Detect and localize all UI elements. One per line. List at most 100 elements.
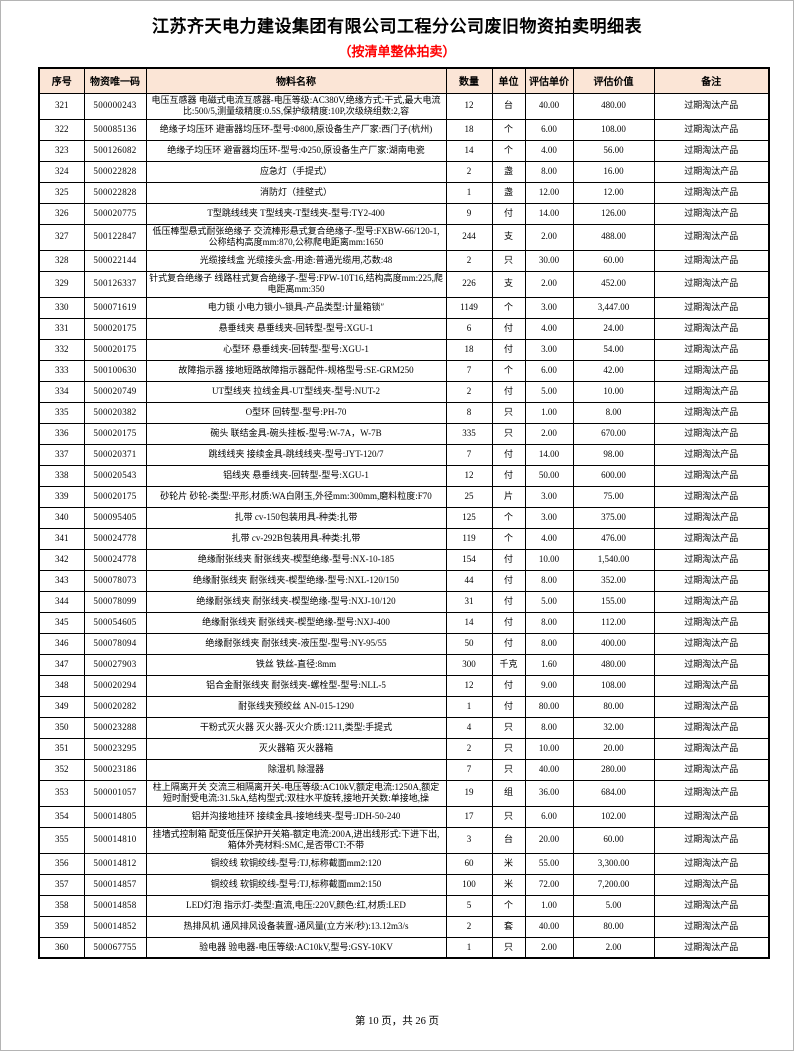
column-header-seq: 序号 <box>38 67 85 94</box>
column-header-unit-price: 评估单价 <box>524 67 574 94</box>
cell-unit-price: 8.00 <box>524 611 574 634</box>
cell-material-code: 500023186 <box>83 758 147 781</box>
cell-appraised-value: 476.00 <box>572 527 655 550</box>
cell-appraised-value: 98.00 <box>572 443 655 466</box>
cell-remark: 过期淘汰产品 <box>653 915 770 938</box>
cell-seq: 354 <box>38 805 85 828</box>
table-row: 334 500020749 UT型线夹 拉线金具-UT型线夹-型号:NUT-2 … <box>38 380 770 403</box>
cell-remark: 过期淘汰产品 <box>653 443 770 466</box>
cell-material-name: 故障指示器 接地短路故障指示器配件-规格型号:SE-GRM250 <box>145 359 447 382</box>
cell-seq: 341 <box>38 527 85 550</box>
cell-unit-price: 20.00 <box>524 826 574 854</box>
cell-material-code: 500020371 <box>83 443 147 466</box>
cell-material-code: 500078073 <box>83 569 147 592</box>
column-header-appraised-value: 评估价值 <box>572 67 655 94</box>
cell-material-code: 500022828 <box>83 181 147 204</box>
cell-appraised-value: 5.00 <box>572 894 655 917</box>
cell-quantity: 60 <box>445 852 493 875</box>
cell-seq: 323 <box>38 139 85 162</box>
cell-remark: 过期淘汰产品 <box>653 181 770 204</box>
cell-material-code: 500014810 <box>83 826 147 854</box>
cell-unit: 只 <box>491 737 526 760</box>
cell-appraised-value: 488.00 <box>572 223 655 251</box>
cell-appraised-value: 80.00 <box>572 695 655 718</box>
cell-unit: 支 <box>491 270 526 298</box>
table-row: 355 500014810 挂墙式控制箱 配变低压保护开关箱-额定电流:200A… <box>38 826 770 854</box>
cell-seq: 357 <box>38 873 85 896</box>
cell-material-code: 500020175 <box>83 485 147 508</box>
cell-material-code: 500001057 <box>83 779 147 807</box>
table-row: 346 500078094 绝缘耐张线夹 耐张线夹-液压型-型号:NY-95/5… <box>38 632 770 655</box>
table-row: 329 500126337 针式复合绝缘子 线路柱式复合绝缘子-型号:FPW-1… <box>38 270 770 298</box>
cell-quantity: 7 <box>445 443 493 466</box>
cell-material-code: 500014852 <box>83 915 147 938</box>
cell-seq: 340 <box>38 506 85 529</box>
cell-unit-price: 1.00 <box>524 894 574 917</box>
cell-unit: 个 <box>491 359 526 382</box>
cell-seq: 337 <box>38 443 85 466</box>
cell-material-code: 500054605 <box>83 611 147 634</box>
cell-unit-price: 8.00 <box>524 716 574 739</box>
cell-seq: 359 <box>38 915 85 938</box>
cell-unit: 千克 <box>491 653 526 676</box>
cell-unit: 只 <box>491 716 526 739</box>
cell-appraised-value: 3,300.00 <box>572 852 655 875</box>
cell-material-name: 绝缘耐张线夹 耐张线夹-楔型绝缘-型号:NXJ-10/120 <box>145 590 447 613</box>
cell-appraised-value: 670.00 <box>572 422 655 445</box>
cell-unit-price: 10.00 <box>524 737 574 760</box>
cell-material-code: 500085136 <box>83 118 147 141</box>
cell-quantity: 9 <box>445 202 493 225</box>
cell-quantity: 4 <box>445 716 493 739</box>
cell-material-code: 500014805 <box>83 805 147 828</box>
cell-unit-price: 55.00 <box>524 852 574 875</box>
cell-unit: 米 <box>491 852 526 875</box>
table-row: 338 500020543 铝线夹 悬垂线夹-回转型-型号:XGU-1 12 付… <box>38 464 770 487</box>
cell-remark: 过期淘汰产品 <box>653 695 770 718</box>
cell-unit: 只 <box>491 805 526 828</box>
cell-material-code: 500020749 <box>83 380 147 403</box>
cell-appraised-value: 10.00 <box>572 380 655 403</box>
cell-unit-price: 10.00 <box>524 548 574 571</box>
cell-remark: 过期淘汰产品 <box>653 485 770 508</box>
cell-quantity: 125 <box>445 506 493 529</box>
cell-quantity: 2 <box>445 915 493 938</box>
table-row: 359 500014852 热排风机 通风排风设备装置-通风量(立方米/秒):1… <box>38 915 770 938</box>
cell-quantity: 300 <box>445 653 493 676</box>
cell-material-code: 500078094 <box>83 632 147 655</box>
cell-appraised-value: 80.00 <box>572 915 655 938</box>
cell-appraised-value: 56.00 <box>572 139 655 162</box>
cell-unit: 付 <box>491 548 526 571</box>
cell-appraised-value: 452.00 <box>572 270 655 298</box>
cell-appraised-value: 16.00 <box>572 160 655 183</box>
cell-material-name: 跳线线夹 接续金具-跳线线夹-型号:JYT-120/7 <box>145 443 447 466</box>
cell-unit: 付 <box>491 611 526 634</box>
cell-remark: 过期淘汰产品 <box>653 826 770 854</box>
cell-appraised-value: 42.00 <box>572 359 655 382</box>
cell-quantity: 154 <box>445 548 493 571</box>
cell-material-name: 铁丝 铁丝-直径:8mm <box>145 653 447 676</box>
cell-material-code: 500020382 <box>83 401 147 424</box>
cell-quantity: 17 <box>445 805 493 828</box>
cell-unit-price: 30.00 <box>524 249 574 272</box>
cell-material-name: 验电器 验电器-电压等级:AC10kV,型号:GSY-10KV <box>145 936 447 959</box>
cell-appraised-value: 480.00 <box>572 92 655 120</box>
table-row: 326 500020775 T型跳线线夹 T型线夹-T型线夹-型号:TY2-40… <box>38 202 770 225</box>
cell-appraised-value: 684.00 <box>572 779 655 807</box>
cell-unit-price: 4.00 <box>524 317 574 340</box>
cell-material-code: 500022828 <box>83 160 147 183</box>
table-row: 328 500022144 光缆接线盒 光缆接头盒-用途:普通光缆用,芯数:48… <box>38 249 770 272</box>
cell-appraised-value: 60.00 <box>572 249 655 272</box>
cell-material-name: 砂轮片 砂轮-类型:平形,材质:WA白刚玉,外径mm:300mm,磨料粒度:F7… <box>145 485 447 508</box>
cell-seq: 338 <box>38 464 85 487</box>
cell-unit: 个 <box>491 506 526 529</box>
cell-unit-price: 80.00 <box>524 695 574 718</box>
cell-material-name: 针式复合绝缘子 线路柱式复合绝缘子-型号:FPW-10T16,结构高度mm:22… <box>145 270 447 298</box>
cell-quantity: 25 <box>445 485 493 508</box>
cell-unit: 台 <box>491 92 526 120</box>
cell-remark: 过期淘汰产品 <box>653 223 770 251</box>
cell-unit-price: 3.00 <box>524 296 574 319</box>
cell-remark: 过期淘汰产品 <box>653 401 770 424</box>
cell-material-code: 500022144 <box>83 249 147 272</box>
cell-unit-price: 6.00 <box>524 359 574 382</box>
cell-material-code: 500024778 <box>83 527 147 550</box>
